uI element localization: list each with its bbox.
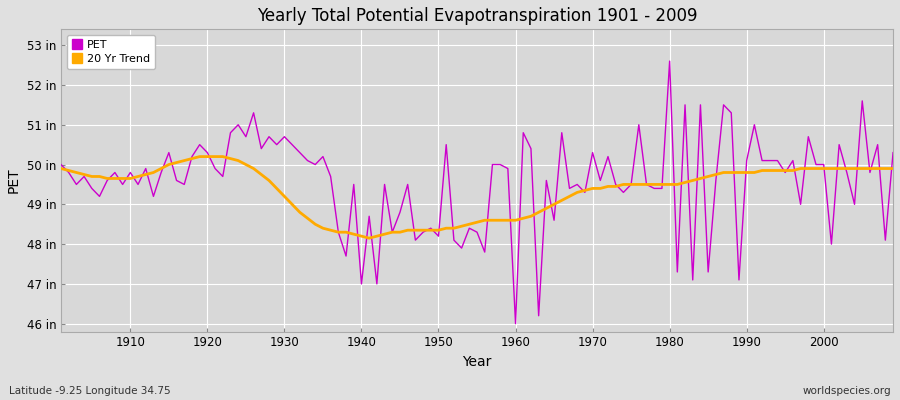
Text: worldspecies.org: worldspecies.org xyxy=(803,386,891,396)
Y-axis label: PET: PET xyxy=(7,168,21,193)
X-axis label: Year: Year xyxy=(463,355,491,369)
Legend: PET, 20 Yr Trend: PET, 20 Yr Trend xyxy=(67,35,155,70)
Title: Yearly Total Potential Evapotranspiration 1901 - 2009: Yearly Total Potential Evapotranspiratio… xyxy=(256,7,698,25)
Text: Latitude -9.25 Longitude 34.75: Latitude -9.25 Longitude 34.75 xyxy=(9,386,171,396)
